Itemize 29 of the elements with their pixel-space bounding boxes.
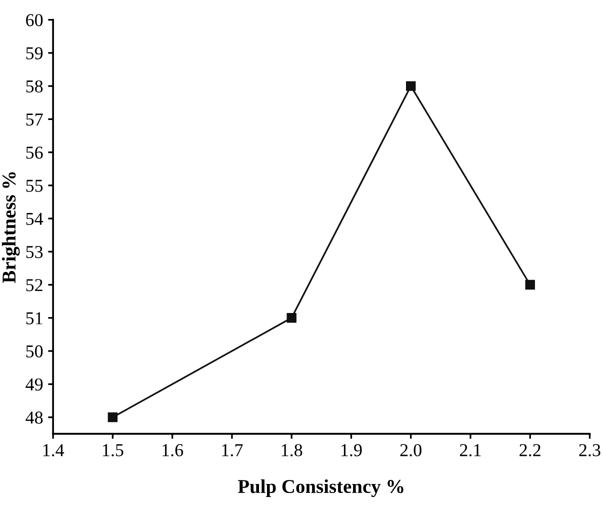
point bbox=[406, 81, 416, 91]
y-tick-label: 56 bbox=[26, 146, 43, 159]
y-tick-label: 49 bbox=[26, 378, 43, 391]
x-tick-label: 2.2 bbox=[520, 444, 540, 456]
x-tick-label: 1.5 bbox=[103, 444, 124, 456]
y-tick-label: 58 bbox=[26, 80, 43, 92]
point bbox=[525, 280, 535, 290]
x-tick-label: 2.3 bbox=[579, 444, 600, 456]
y-tick-label: 53 bbox=[26, 246, 43, 258]
y-axis-title: Brightness % bbox=[2, 172, 20, 283]
x-tick-label: 1.7 bbox=[222, 444, 243, 456]
y-tick-label: 52 bbox=[26, 279, 42, 292]
y-tick-label: 60 bbox=[26, 14, 43, 26]
y-tick-label: 54 bbox=[26, 212, 44, 225]
x-tick-label: 1.9 bbox=[342, 444, 362, 456]
y-tick-label: 59 bbox=[26, 47, 43, 60]
x-tick-label: 1.8 bbox=[282, 444, 302, 456]
x-tick-label: 1.6 bbox=[162, 444, 184, 456]
y-tick-label: 50 bbox=[26, 345, 43, 358]
y-tick-label: 55 bbox=[26, 180, 43, 192]
point bbox=[108, 412, 118, 422]
x-axis-title: Pulp Consistency % bbox=[238, 479, 404, 498]
x-tick-label: 2.0 bbox=[400, 444, 422, 456]
x-tick-label: 1.4 bbox=[43, 444, 64, 456]
point bbox=[286, 313, 296, 323]
y-tick-label: 57 bbox=[26, 114, 43, 126]
x-tick-label: 2.1 bbox=[460, 444, 481, 456]
y-tick-label: 48 bbox=[26, 412, 43, 424]
y-tick-label: 51 bbox=[26, 312, 42, 324]
